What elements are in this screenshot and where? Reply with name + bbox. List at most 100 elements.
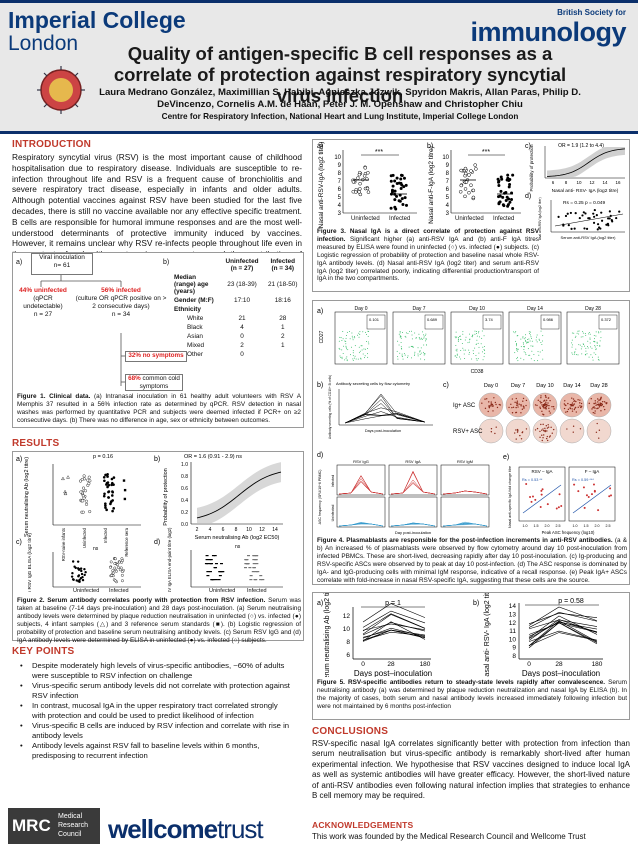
fig4a-event (367, 335, 369, 337)
fig4a-event (360, 345, 362, 347)
fig4a-event (354, 345, 356, 347)
fig5a-ytick: 10 (343, 626, 351, 633)
fig4a-event (583, 345, 585, 347)
fig4a-event (411, 334, 413, 336)
fig3-dot (507, 185, 511, 189)
fig4c-spot (490, 404, 492, 406)
fig4a-event (587, 347, 589, 349)
fig4a-event (351, 335, 353, 337)
fig2a-dot (85, 502, 89, 506)
table-row: Median (range) age (years) 23 (18-39) 21 (… (171, 273, 301, 296)
fig3-dot (353, 190, 358, 194)
fig4d-line (338, 475, 384, 495)
fig4d-line (390, 471, 436, 495)
fig5-xtick: 0 (527, 661, 531, 668)
table-header-cell: Uninfected (n = 27) (225, 258, 259, 272)
fig3d-dot (596, 223, 600, 226)
fig2c-dots (70, 557, 125, 584)
fig5b-xlabel: Days post–inoculation (522, 669, 600, 677)
rsv-virus-illustration (37, 66, 85, 114)
flow-infected-desc: (culture OR qPCR positive on > 2 consecu… (75, 295, 167, 310)
fig4c-spot (545, 408, 547, 410)
fig2-panel-a-label: a) (16, 456, 22, 463)
fig2d-dot (252, 567, 256, 569)
fig4c-spot (596, 407, 598, 410)
fig4a-event (523, 351, 525, 353)
fig3-dot (508, 182, 512, 186)
fig4a-event (400, 346, 402, 348)
fig4a-event (542, 340, 544, 342)
fig3-dot (504, 191, 508, 195)
fig4a-event (578, 330, 580, 332)
fig3-dot (402, 176, 406, 180)
fig4a-event (354, 337, 356, 339)
fig2a-cat-label: RSV-naive infants (61, 528, 66, 561)
fig3-dot (501, 195, 505, 199)
fig4c-spot (564, 400, 566, 402)
fig4a-event (600, 337, 602, 339)
fig3d-dot (608, 217, 611, 220)
fig4a-event (423, 354, 425, 356)
fig4c-spot (600, 410, 602, 412)
fig3d-dot (608, 210, 611, 213)
fig4a-event (456, 350, 458, 352)
fig4a-event (404, 354, 406, 356)
flow-uninfected-n: n = 27 (33, 311, 53, 318)
fig3-panel-d-label: d) (525, 193, 531, 200)
flow-no-symptoms: 32% no symptoms (125, 351, 187, 362)
fig4a-event (515, 331, 517, 333)
fig4a-event (420, 338, 422, 340)
fig4a-gate-pct: 3.74 (485, 317, 494, 322)
fig3d-dot (600, 219, 604, 222)
fig4a-event (341, 349, 343, 351)
fig4a-event (536, 341, 538, 343)
fig4a-event (593, 338, 595, 340)
fig2d-dot (221, 571, 225, 573)
fig3-dot (510, 198, 514, 202)
fig4a-event (517, 350, 519, 352)
fig5a-ytick: 6 (346, 652, 350, 659)
fig4a-event (352, 337, 354, 339)
fig4a-event (530, 358, 532, 360)
fig2a-cat-label: Infected (103, 527, 108, 543)
conclusions-text: RSV-specific nasal IgA correlates signif… (312, 739, 630, 801)
fig4c-spot (546, 404, 549, 406)
fig2c-dot (78, 580, 81, 583)
fig4a-event (529, 340, 531, 342)
fig4a-event (523, 346, 525, 348)
fig4a-event (419, 351, 421, 353)
table-cell (265, 350, 301, 359)
fig3d-xlabel: Serum anti-RSV IgA (log2 titer) (561, 235, 617, 240)
fig4c-spot (540, 395, 542, 397)
fig3-dot (357, 172, 362, 177)
fig4e-fit-line (522, 484, 562, 514)
fig4a-event (352, 352, 354, 354)
fig4e-ylabel: Nasal anti-specific IgA fold change titr… (508, 466, 512, 528)
fig4a-event (580, 348, 582, 350)
fig4a-event (367, 341, 369, 343)
fig2c-dot (113, 562, 117, 565)
figure4-caption: Figure 4. Plasmablasts are responsible f… (317, 537, 627, 584)
fig3-dot (398, 199, 402, 203)
fig4a-event (425, 339, 427, 341)
fig3-dot (400, 197, 404, 201)
fig4c-spot (495, 426, 497, 428)
fig3-dot (463, 187, 468, 191)
fig2c-dot (116, 563, 119, 567)
fig4a-event (358, 352, 360, 354)
fig4a-event (454, 355, 456, 357)
fig4a-event (409, 330, 411, 332)
fig5a-line (362, 603, 426, 623)
fig4a-flow-plots: Day 00.101 Day 70.689 Day 103.74 Day 140.98… (334, 306, 620, 365)
fig2c-dot (84, 571, 87, 574)
fig2c-cat-uninfected: Uninfected (73, 588, 100, 594)
imperial-logo: Imperial College London (8, 8, 186, 56)
fig4c-elispot-wells: Day 0 Day 7 Day 10 Day 14 Day 28 (478, 383, 612, 444)
fig4c-spot (546, 427, 549, 429)
fig4c-spot (595, 431, 598, 433)
fig4c-spot (579, 399, 581, 401)
fig4a-event (423, 344, 425, 346)
fig2a-dot (63, 489, 67, 494)
fig4a-event (357, 358, 359, 360)
fig4a-event (341, 358, 343, 360)
